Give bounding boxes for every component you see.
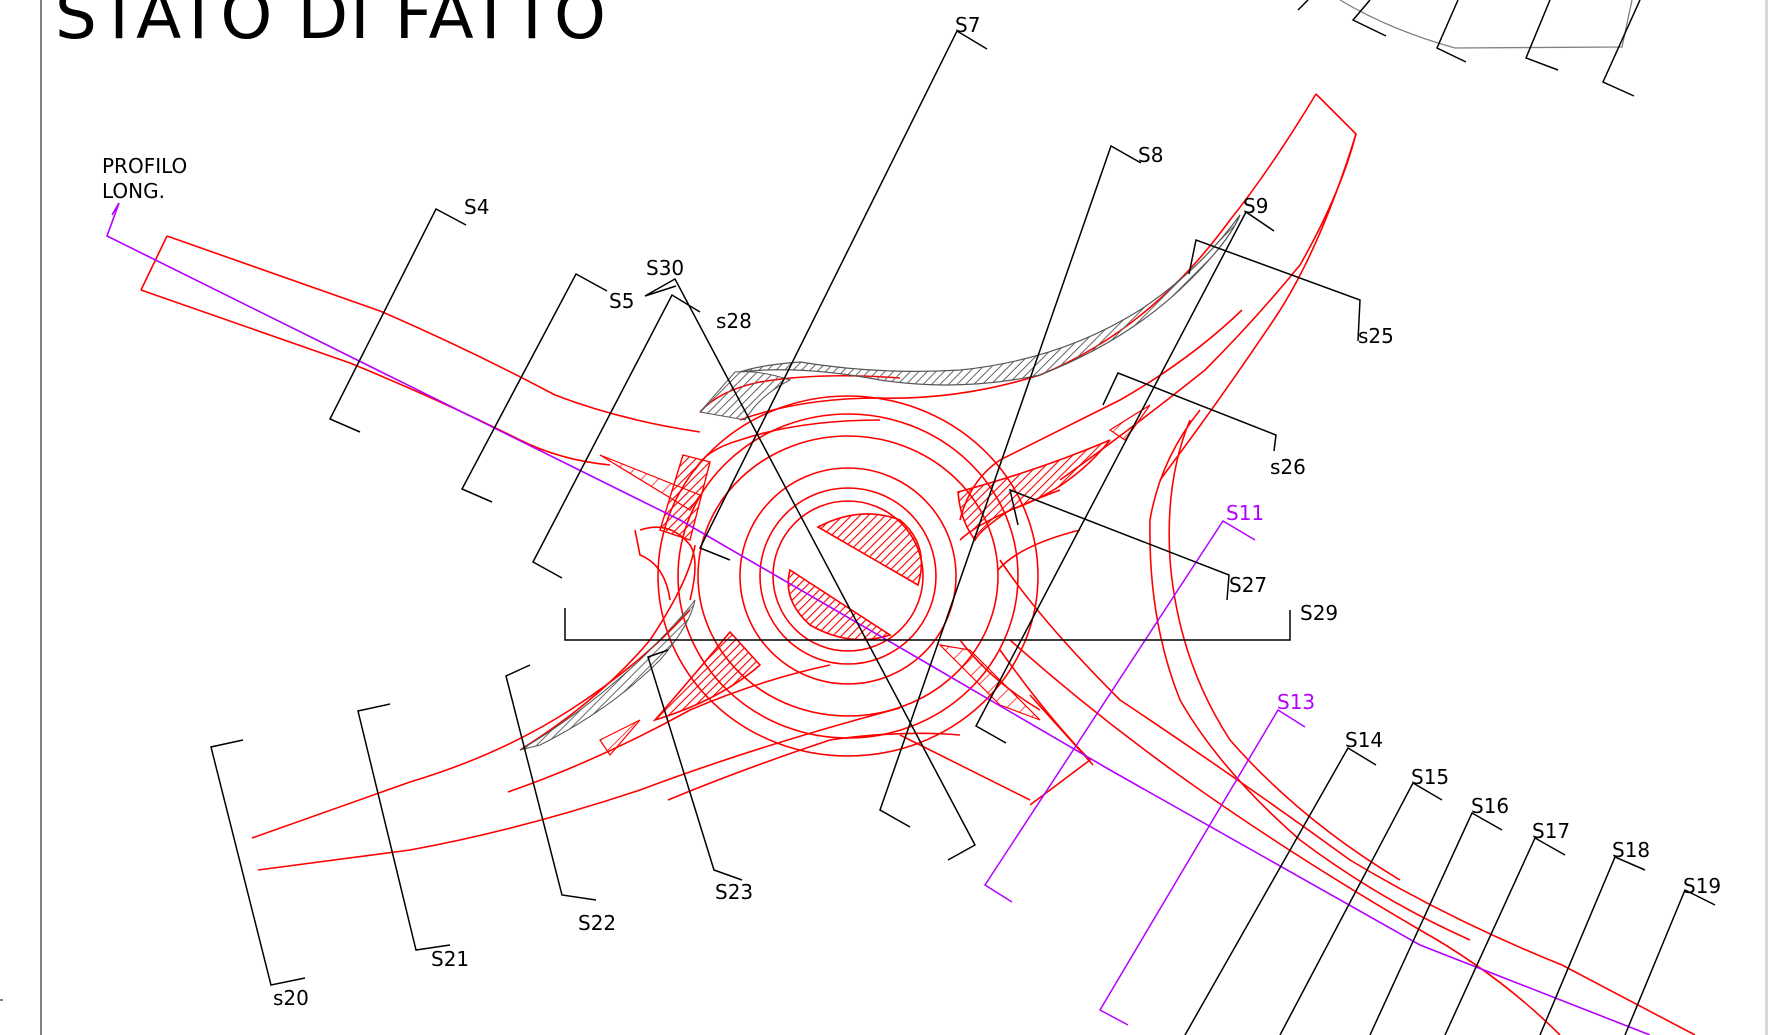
profile-line xyxy=(106,202,1651,1035)
section-label-s11: S11 xyxy=(1226,501,1264,525)
section-label-s15: S15 xyxy=(1411,765,1449,789)
page-title: STATO DI FATTO xyxy=(55,0,608,54)
splitter-island-east xyxy=(957,439,1111,542)
hatched-verge-north xyxy=(739,214,1241,386)
section-label-s26: s26 xyxy=(1270,455,1306,479)
hatched-gore-southwest xyxy=(599,719,641,756)
section-label-s25: s25 xyxy=(1358,324,1394,348)
section-label-s21: S21 xyxy=(431,947,469,971)
section-label-s4: S4 xyxy=(464,195,489,219)
hatched-gore-southeast xyxy=(938,644,1041,721)
section-label-s29: S29 xyxy=(1300,601,1338,625)
section-label-s18: S18 xyxy=(1612,838,1650,862)
top-right-section-marks xyxy=(1297,0,1641,97)
section-label-s17: S17 xyxy=(1532,819,1570,843)
splitter-island-southwest xyxy=(652,630,762,722)
section-label-s16: S16 xyxy=(1471,794,1509,818)
hatched-verge-sw xyxy=(519,599,696,751)
section-label-s28: s28 xyxy=(716,309,752,333)
central-island-north xyxy=(816,513,923,587)
central-island-south xyxy=(787,568,892,641)
label-profile-line1: PROFILO xyxy=(102,154,187,178)
section-label-s7: S7 xyxy=(955,13,980,37)
section-lines xyxy=(210,29,1716,1035)
label-profile-line2: LONG. xyxy=(102,179,165,203)
section-label-s27: S27 xyxy=(1229,573,1267,597)
section-lines-purple xyxy=(983,519,1306,1026)
section-label-s13: S13 xyxy=(1277,690,1315,714)
scrollbar[interactable] xyxy=(1765,0,1768,1035)
hatched-verge-nw xyxy=(699,371,792,421)
section-label-s23: S23 xyxy=(715,880,753,904)
section-label-s9: S9 xyxy=(1243,194,1268,218)
section-label-s30: S30 xyxy=(646,256,684,280)
section-label-s5: S5 xyxy=(609,289,634,313)
building-outline xyxy=(1339,0,1633,49)
hatched-gore-west xyxy=(599,454,701,511)
section-label-s22: S22 xyxy=(578,911,616,935)
section-label-s14: S14 xyxy=(1345,728,1383,752)
section-label-s19: S19 xyxy=(1683,874,1721,898)
section-label-s20: s20 xyxy=(273,986,309,1010)
section-label-s8: S8 xyxy=(1138,143,1163,167)
hatched-gore-northeast xyxy=(1108,404,1151,441)
